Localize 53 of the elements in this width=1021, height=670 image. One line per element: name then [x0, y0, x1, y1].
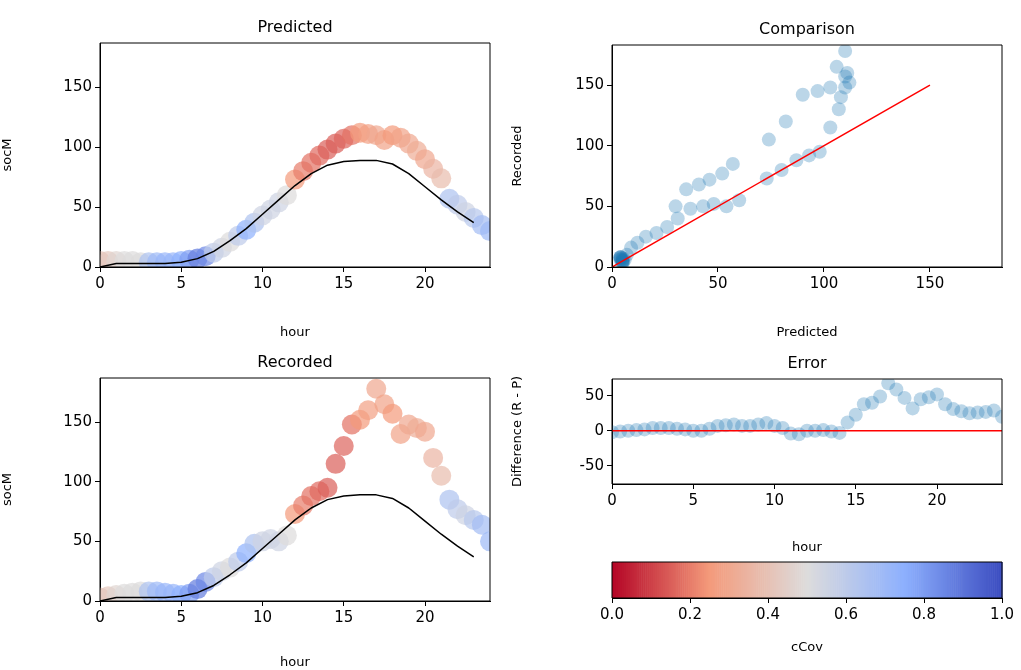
y-tick-label: 100: [575, 135, 604, 154]
chart-title: Predicted: [257, 17, 333, 37]
color-bar-label: 0.8: [912, 604, 936, 623]
x-tick-label: 150: [915, 273, 945, 292]
y-tick-label: 150: [63, 77, 92, 96]
y-axis-title: socM: [0, 472, 15, 507]
y-axis-title: Difference (R - P): [509, 375, 525, 488]
y-axis-title: socM: [0, 138, 15, 172]
x-tick-label: 5: [688, 490, 699, 509]
y-tick-label: 100: [63, 137, 92, 156]
x-tick-label: 10: [252, 607, 273, 626]
y-tick-label: 100: [63, 471, 92, 490]
x-tick-label: 50: [708, 273, 728, 292]
x-axis-title: Predicted: [776, 323, 838, 339]
y-tick-label: 50: [72, 197, 92, 215]
color-bar-title: cCov: [791, 638, 824, 654]
color-bar-label: 0.4: [756, 604, 780, 623]
x-tick-label: 15: [334, 607, 354, 626]
x-tick-label: 5: [176, 273, 187, 292]
x-tick-label: 0: [607, 273, 617, 292]
y-tick-label: 50: [72, 531, 92, 550]
color-bar-label: 0.2: [678, 604, 702, 623]
y-tick-label: 150: [575, 74, 604, 93]
chart-title: Error: [787, 353, 827, 373]
y-tick-label: 0: [82, 256, 92, 275]
y-tick-label: 50: [584, 196, 604, 215]
x-axis-title: hour: [280, 653, 311, 669]
x-tick-label: 15: [334, 273, 354, 292]
x-tick-label: 20: [415, 273, 435, 292]
x-tick-label: 0: [607, 490, 617, 509]
chart-title: Comparison: [759, 19, 855, 39]
y-tick-label: 50: [584, 385, 604, 404]
x-tick-label: 10: [764, 490, 785, 509]
y-axis-title: Recorded: [509, 125, 525, 187]
x-tick-label: 20: [927, 490, 947, 509]
x-tick-label: 20: [415, 607, 435, 626]
x-tick-label: 10: [252, 273, 273, 292]
color-bar-label: 1.0: [990, 604, 1014, 623]
x-tick-label: 0: [95, 273, 105, 292]
y-tick-label: -50: [579, 455, 604, 474]
x-tick-label: 5: [176, 607, 187, 626]
x-axis-title: hour: [280, 323, 311, 339]
y-tick-label: 0: [594, 420, 604, 439]
color-bar-label: 0.0: [600, 604, 624, 623]
y-tick-label: 0: [82, 590, 92, 609]
y-tick-label: 150: [63, 412, 92, 431]
x-tick-label: 15: [846, 490, 866, 509]
y-tick-label: 0: [594, 256, 604, 275]
x-axis-title: hour: [792, 538, 823, 554]
x-tick-label: 100: [809, 273, 839, 292]
color-bar-label: 0.6: [834, 604, 858, 623]
x-tick-label: 0: [95, 607, 105, 626]
chart-title: Recorded: [257, 352, 333, 372]
